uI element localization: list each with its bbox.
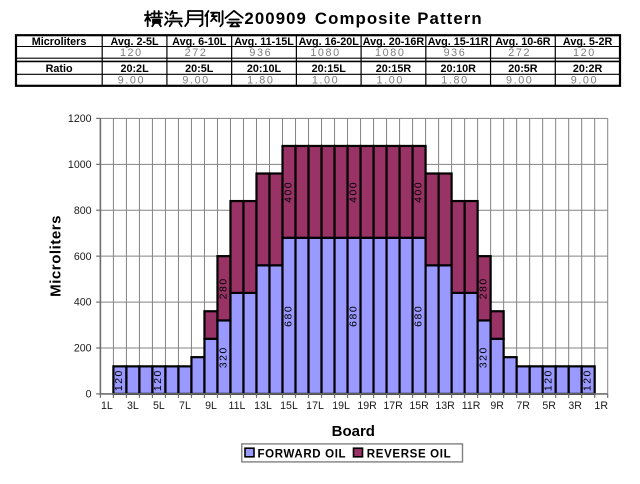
- svg-text:1080: 1080: [375, 47, 405, 59]
- svg-text:9.00: 9.00: [506, 74, 533, 86]
- svg-text:1L: 1L: [101, 400, 113, 412]
- svg-text:280: 280: [217, 277, 229, 299]
- svg-text:200909: 200909: [244, 9, 307, 28]
- svg-text:11R: 11R: [462, 400, 481, 412]
- svg-text:120: 120: [542, 369, 554, 391]
- svg-text:7R: 7R: [516, 400, 530, 412]
- svg-text:120: 120: [120, 47, 143, 59]
- svg-text:1.80: 1.80: [441, 74, 468, 86]
- svg-text:5L: 5L: [153, 400, 165, 412]
- svg-text:680: 680: [412, 305, 424, 327]
- svg-text:5R: 5R: [542, 400, 556, 412]
- svg-text:3R: 3R: [568, 400, 582, 412]
- svg-text:Avg. 10-6R: Avg. 10-6R: [495, 36, 551, 48]
- svg-text:1.00: 1.00: [377, 74, 404, 86]
- svg-text:20:5R: 20:5R: [508, 63, 538, 75]
- svg-text:9.00: 9.00: [571, 74, 598, 86]
- svg-text:17R: 17R: [383, 400, 403, 412]
- svg-text:400: 400: [74, 297, 92, 309]
- svg-text:0: 0: [86, 389, 92, 401]
- svg-text:120: 120: [113, 369, 125, 391]
- svg-text:Avg. 16-20L: Avg. 16-20L: [299, 36, 360, 48]
- svg-text:Avg. 5-2R: Avg. 5-2R: [563, 36, 613, 48]
- svg-text:FORWARD OIL: FORWARD OIL: [258, 448, 347, 460]
- svg-text:800: 800: [74, 205, 92, 217]
- svg-text:936: 936: [249, 47, 272, 59]
- svg-text:120: 120: [581, 369, 593, 391]
- svg-text:680: 680: [347, 305, 359, 327]
- svg-text:20:2R: 20:2R: [573, 63, 603, 75]
- svg-text:3L: 3L: [127, 400, 139, 412]
- svg-text:320: 320: [217, 346, 229, 368]
- svg-text:Avg. 15-11R: Avg. 15-11R: [428, 36, 489, 48]
- svg-text:Composite Pattern: Composite Pattern: [315, 9, 483, 28]
- svg-text:11L: 11L: [229, 400, 246, 412]
- svg-text:9L: 9L: [205, 400, 217, 412]
- svg-text:120: 120: [573, 47, 596, 59]
- svg-text:15R: 15R: [409, 400, 429, 412]
- svg-text:1200: 1200: [68, 113, 92, 125]
- svg-text:1.80: 1.80: [247, 74, 274, 86]
- svg-text:20:2L: 20:2L: [120, 63, 149, 75]
- svg-text:Avg. 6-10L: Avg. 6-10L: [172, 36, 227, 48]
- svg-text:9.00: 9.00: [182, 74, 209, 86]
- svg-text:9R: 9R: [490, 400, 504, 412]
- svg-text:600: 600: [74, 251, 92, 263]
- svg-text:400: 400: [347, 181, 359, 203]
- svg-text:20:10R: 20:10R: [440, 63, 476, 75]
- svg-text:1R: 1R: [594, 400, 608, 412]
- svg-text:19R: 19R: [357, 400, 377, 412]
- svg-text:13R: 13R: [435, 400, 455, 412]
- svg-text:Avg. 2-5L: Avg. 2-5L: [110, 36, 159, 48]
- svg-text:7L: 7L: [179, 400, 191, 412]
- svg-text:1080: 1080: [310, 47, 340, 59]
- svg-text:Avg. 20-16R: Avg. 20-16R: [363, 36, 425, 48]
- svg-text:19L: 19L: [332, 400, 350, 412]
- svg-text:20:5L: 20:5L: [185, 63, 214, 75]
- svg-text:Ratio: Ratio: [46, 63, 73, 75]
- svg-text:1.00: 1.00: [312, 74, 339, 86]
- svg-text:20:15L: 20:15L: [312, 63, 347, 75]
- svg-text:Board: Board: [332, 423, 375, 440]
- svg-text:Microliters: Microliters: [32, 36, 87, 48]
- svg-text:20:10L: 20:10L: [247, 63, 282, 75]
- svg-text:936: 936: [444, 47, 467, 59]
- svg-text:280: 280: [477, 277, 489, 299]
- svg-text:Microliters: Microliters: [47, 215, 64, 297]
- svg-text:15L: 15L: [280, 400, 298, 412]
- svg-text:272: 272: [185, 47, 208, 59]
- svg-text:400: 400: [282, 181, 294, 203]
- svg-text:13L: 13L: [254, 400, 272, 412]
- svg-text:120: 120: [152, 369, 164, 391]
- svg-text:320: 320: [477, 346, 489, 368]
- svg-text:REVERSE OIL: REVERSE OIL: [367, 448, 451, 460]
- svg-text:9.00: 9.00: [118, 74, 145, 86]
- svg-text:20:15R: 20:15R: [376, 63, 412, 75]
- svg-text:200: 200: [74, 343, 92, 355]
- svg-text:400: 400: [412, 181, 424, 203]
- svg-text:1000: 1000: [68, 159, 92, 171]
- svg-text:17L: 17L: [306, 400, 324, 412]
- svg-text:680: 680: [282, 305, 294, 327]
- svg-text:Avg. 11-15L: Avg. 11-15L: [234, 36, 294, 48]
- svg-text:272: 272: [508, 47, 531, 59]
